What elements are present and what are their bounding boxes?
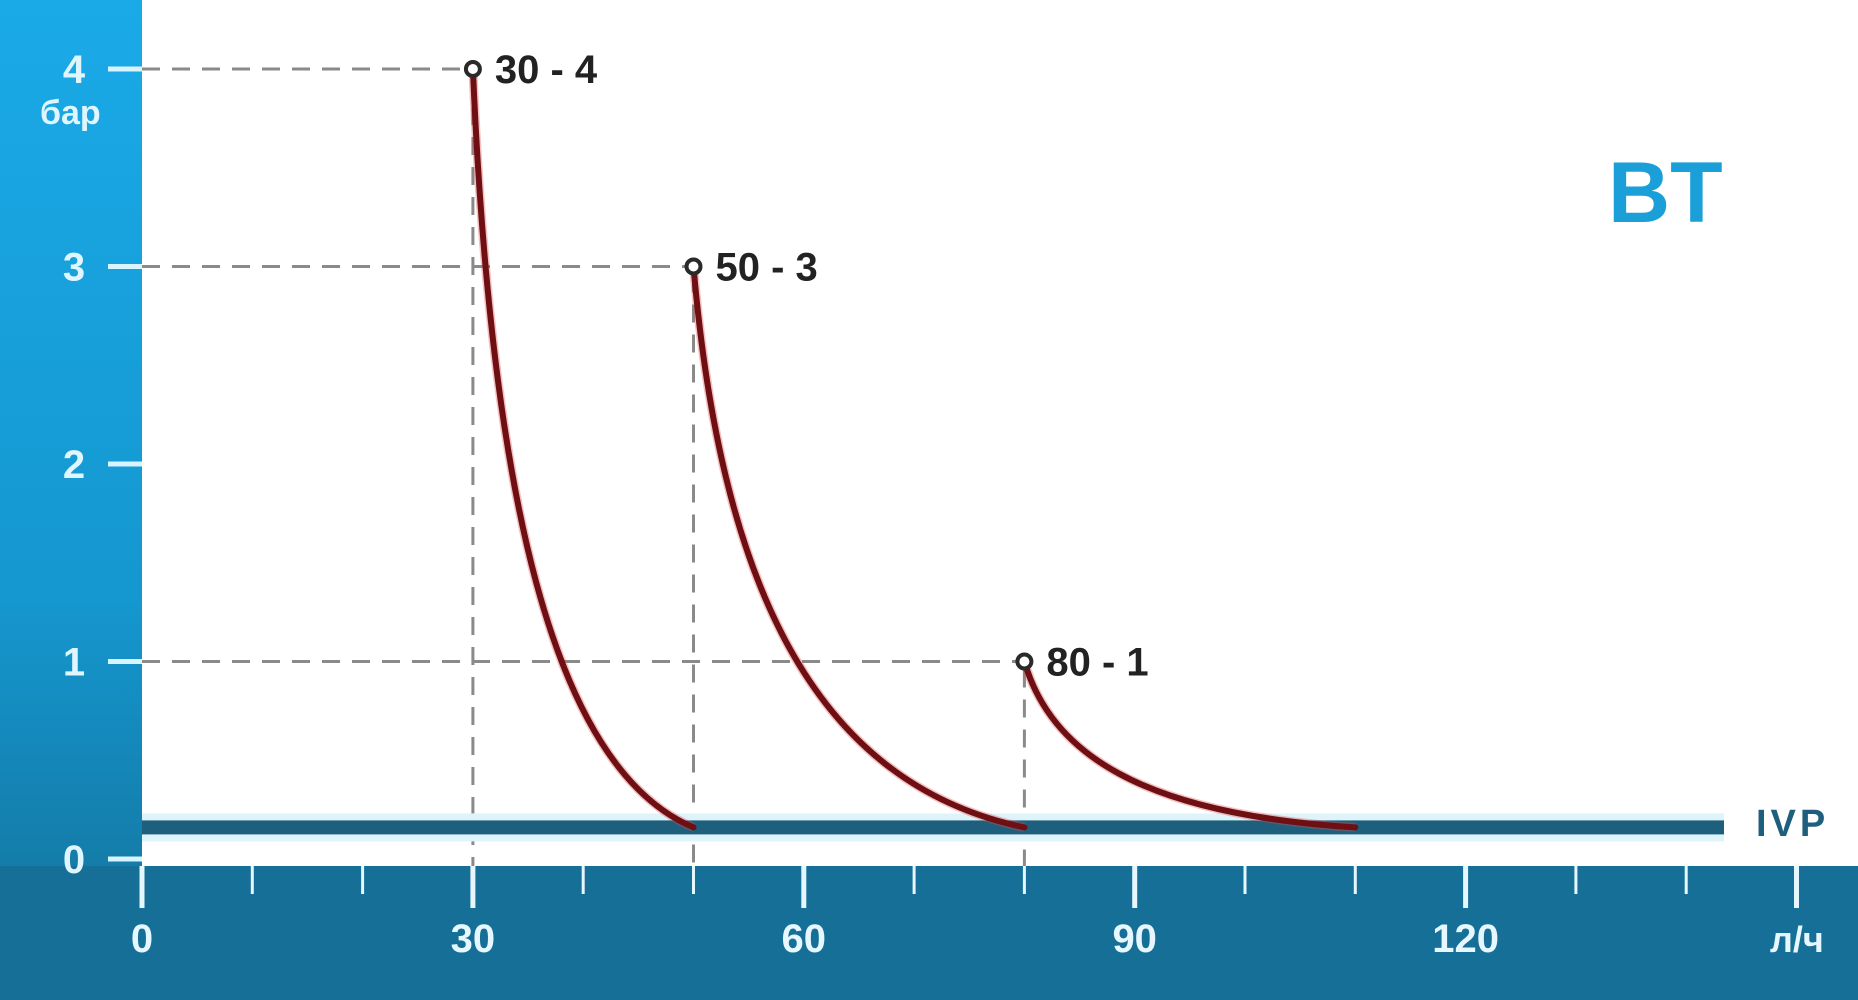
curve-line	[1021, 658, 1359, 831]
x-tick-label: 60	[782, 917, 827, 961]
x-tick-label: 90	[1112, 917, 1157, 961]
data-point-marker	[463, 60, 482, 78]
y-axis-band	[0, 0, 142, 1000]
y-tick-label: 1	[63, 641, 85, 685]
y-tick-label: 3	[63, 246, 85, 290]
chart-title: BT	[1608, 145, 1723, 241]
x-axis-band	[0, 866, 1858, 1000]
data-point-label: 30 - 4	[495, 48, 598, 92]
x-tick-label: 0	[131, 917, 153, 961]
x-tick-label: 30	[451, 917, 496, 961]
ivp-label: IVP	[1756, 803, 1829, 845]
curve-line	[690, 263, 1028, 831]
y-axis-label: бар	[40, 94, 101, 132]
data-point-label: 80 - 1	[1046, 641, 1148, 685]
ivp-line	[142, 820, 1724, 835]
data-point-marker	[1015, 652, 1034, 671]
data-point-marker	[684, 257, 703, 276]
y-tick-label: 2	[63, 443, 85, 487]
x-axis-label: л/ч	[1770, 919, 1824, 960]
y-tick-label: 4	[63, 48, 86, 92]
y-tick-label: 0	[63, 838, 85, 882]
curve-line	[469, 66, 697, 831]
x-tick-label: 120	[1432, 917, 1499, 961]
data-point-label: 50 - 3	[716, 246, 818, 290]
